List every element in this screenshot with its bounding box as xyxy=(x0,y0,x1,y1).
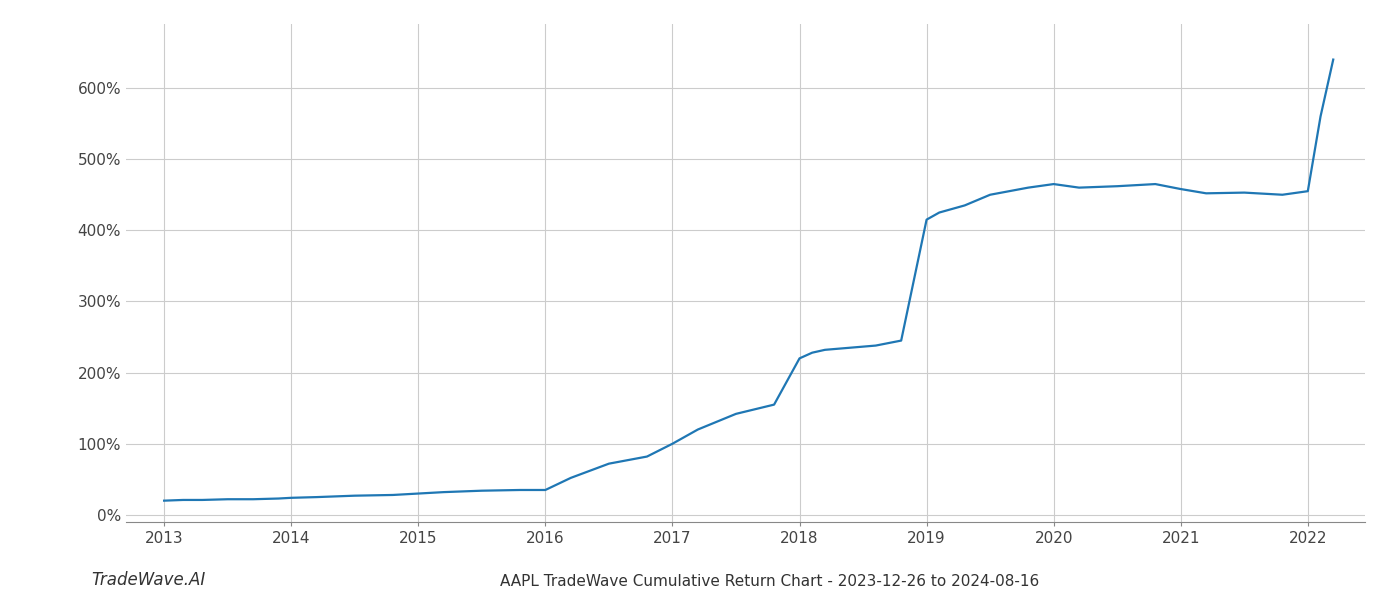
Text: AAPL TradeWave Cumulative Return Chart - 2023-12-26 to 2024-08-16: AAPL TradeWave Cumulative Return Chart -… xyxy=(500,574,1040,589)
Text: TradeWave.AI: TradeWave.AI xyxy=(91,571,206,589)
